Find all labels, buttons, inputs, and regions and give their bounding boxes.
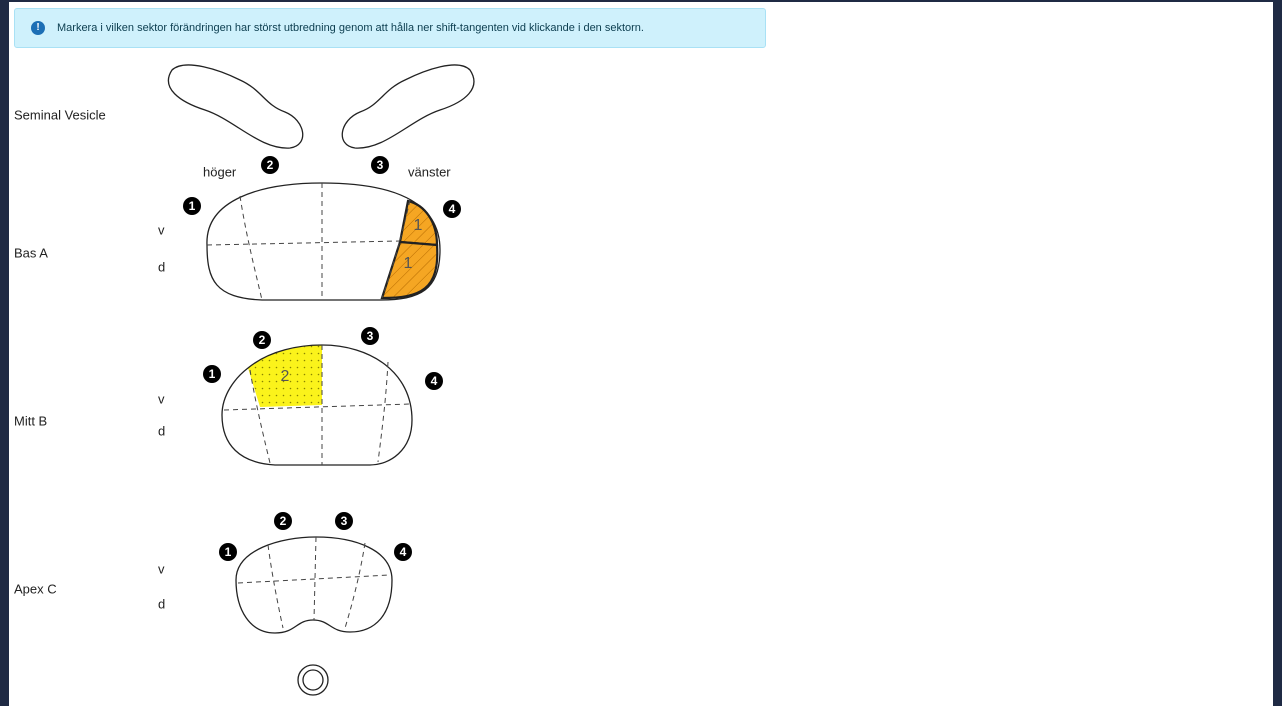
sector-label: 1 bbox=[414, 217, 423, 234]
marker-number: 1 bbox=[225, 545, 232, 559]
dorsal-label: d bbox=[158, 423, 165, 438]
prostate-map: Seminal Vesicle höger vänster Bas A v d 1 2 3… bbox=[0, 0, 1282, 706]
side-label: vänster bbox=[408, 164, 451, 179]
seminal-vesicle-right bbox=[168, 65, 302, 148]
marker-number: 2 bbox=[280, 514, 287, 528]
dorsal-label: d bbox=[158, 259, 165, 274]
marker-number: 1 bbox=[189, 199, 196, 213]
sector-label: 1 bbox=[404, 255, 413, 272]
label: Seminal Vesicle bbox=[14, 107, 106, 122]
marker-number: 4 bbox=[400, 545, 407, 559]
marker-number: 2 bbox=[259, 333, 266, 347]
marker-number: 1 bbox=[209, 367, 216, 381]
ventral-label: v bbox=[158, 561, 165, 576]
dorsal-label: d bbox=[158, 596, 165, 611]
sector-label: 2 bbox=[281, 368, 290, 385]
side-label: höger bbox=[203, 164, 237, 179]
marker-number: 4 bbox=[449, 202, 456, 216]
seminal-vesicle-left bbox=[342, 65, 474, 148]
ventral-label: v bbox=[158, 222, 165, 237]
sector-divider bbox=[207, 183, 410, 300]
marker-number: 2 bbox=[267, 158, 274, 172]
section-label: Apex C bbox=[14, 581, 57, 596]
reset-icon-inner bbox=[303, 670, 323, 690]
page: ! Markera i vilken sektor förändringen h… bbox=[0, 0, 1282, 706]
sector-divider bbox=[238, 537, 390, 628]
marker-number: 3 bbox=[367, 329, 374, 343]
section-label: Bas A bbox=[14, 245, 48, 260]
ventral-label: v bbox=[158, 391, 165, 406]
section-label: Mitt B bbox=[14, 413, 47, 428]
marker-number: 3 bbox=[377, 158, 384, 172]
marker-number: 3 bbox=[341, 514, 348, 528]
marker-number: 4 bbox=[431, 374, 438, 388]
